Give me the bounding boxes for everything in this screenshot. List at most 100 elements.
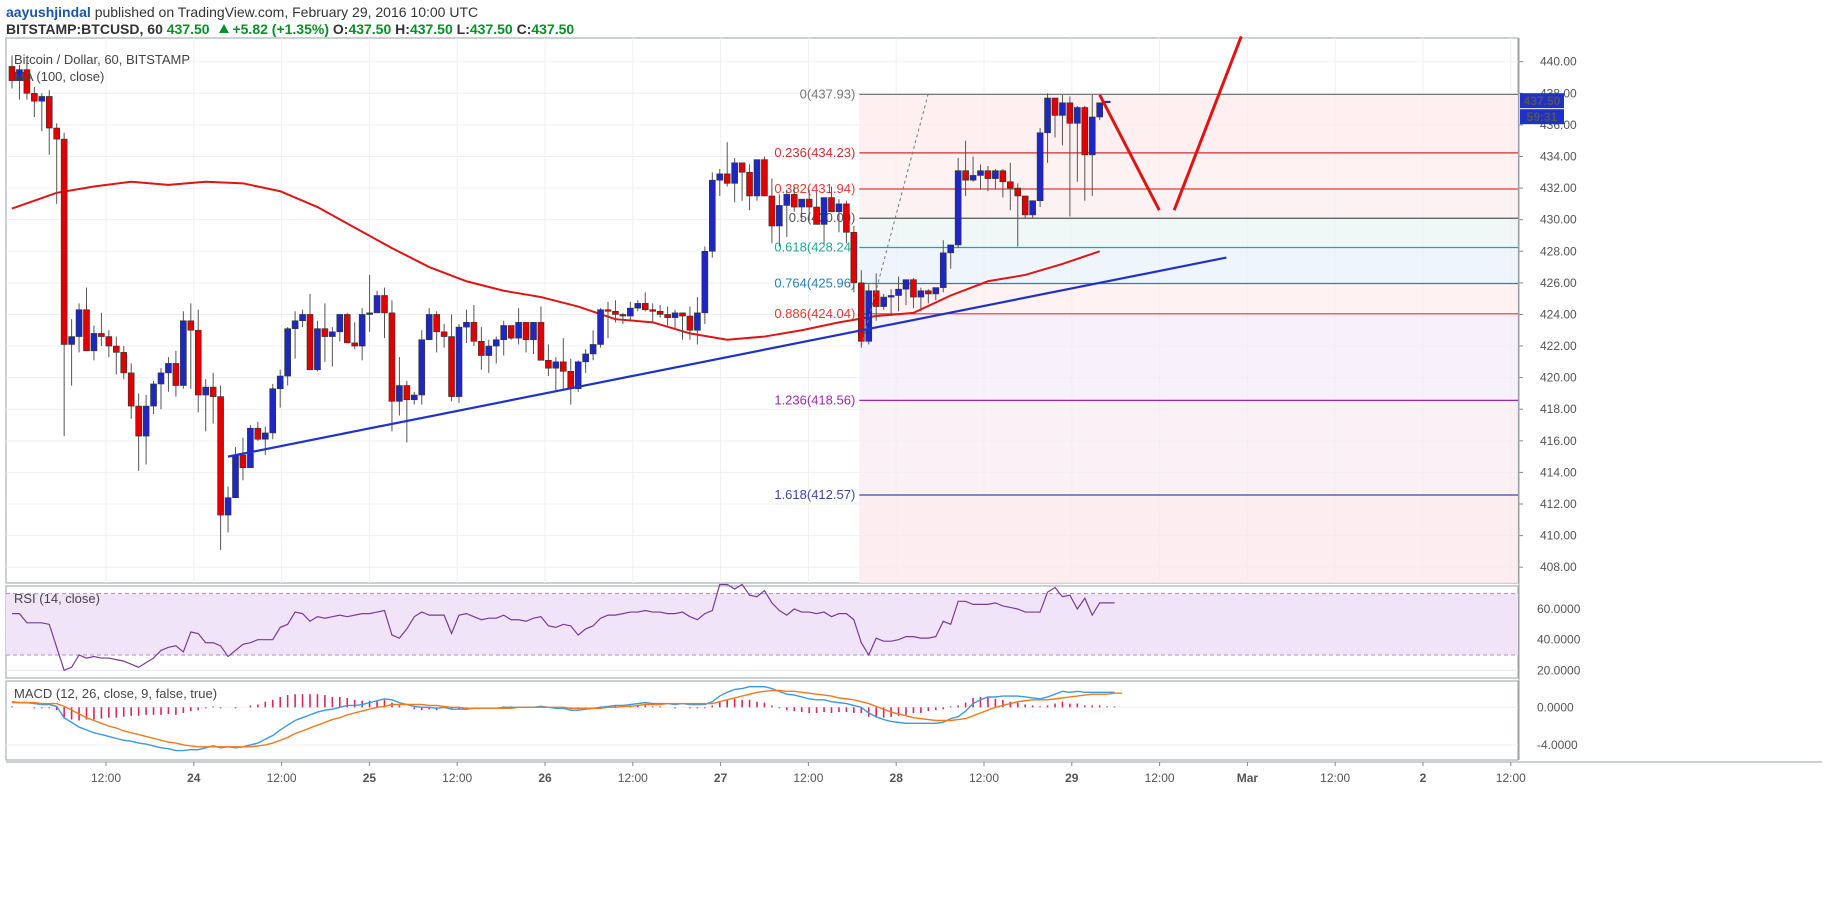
time-axis[interactable]: 12:00 24 12:00 25 12:00 26 12:00 27 12:00 28 12:00… — [6, 761, 1822, 785]
fibonacci-retracement[interactable]: 0(437.93)0.236(434.23)0.382(431.94)0.5(4… — [774, 86, 1518, 583]
candle — [813, 192, 820, 225]
candle — [515, 308, 522, 345]
candle — [135, 393, 142, 471]
candle — [388, 300, 396, 432]
candle-body — [440, 331, 448, 337]
candle — [500, 320, 508, 356]
candle — [254, 421, 262, 441]
candle-body — [574, 361, 582, 389]
candle — [105, 330, 113, 358]
candle-body — [627, 307, 634, 317]
candle-body — [552, 361, 560, 369]
candle-body — [679, 312, 686, 317]
candle-body — [470, 322, 478, 342]
candle — [932, 287, 940, 301]
candle — [358, 308, 366, 361]
candle — [731, 158, 738, 203]
candle — [910, 278, 917, 309]
drawings[interactable] — [227, 35, 1243, 458]
support-trendline[interactable] — [227, 256, 1227, 458]
candle — [157, 368, 165, 410]
candle-body — [194, 329, 202, 396]
candle — [984, 165, 992, 192]
rsi-line — [12, 583, 1115, 672]
x-tick-label: 12:00 — [1145, 771, 1175, 785]
candle-body — [448, 336, 455, 397]
candle — [381, 287, 388, 339]
open-value: 437.50 — [348, 21, 392, 37]
candle — [835, 199, 843, 233]
projection-up-line[interactable] — [1172, 35, 1243, 211]
x-tick-label: 12:00 — [793, 771, 823, 785]
macd-pane[interactable]: 0.0000 -4.0000 MACD (12, 26, close, 9, fal… — [5, 680, 1578, 761]
candle-body — [813, 206, 820, 225]
candle — [746, 164, 753, 211]
candle — [396, 357, 403, 416]
macd-tick-label: -4.0000 — [1537, 738, 1578, 752]
candle-body — [1096, 102, 1103, 118]
candle-body — [1021, 195, 1029, 216]
candle-body — [835, 203, 843, 213]
candle — [641, 292, 649, 312]
projection-down-line[interactable] — [1098, 94, 1161, 211]
candle — [403, 380, 411, 443]
candle-body — [1014, 187, 1022, 197]
candle-body — [38, 96, 46, 102]
fib-zone — [859, 283, 1518, 314]
candle — [478, 327, 485, 370]
x-tick-label: 12:00 — [969, 771, 999, 785]
chart-title: Bitcoin / Dollar, 60, BITSTAMP — [14, 52, 190, 67]
candle-body — [1088, 116, 1096, 156]
candle — [947, 244, 955, 269]
macd-title: MACD (12, 26, close, 9, false, true) — [14, 686, 217, 701]
candle-body — [641, 303, 649, 311]
candle-body — [254, 427, 262, 440]
fib-level-label: 0.764(425.96) — [774, 275, 855, 290]
candle-body — [694, 312, 701, 331]
candle-body — [798, 198, 806, 208]
candle-body — [209, 386, 217, 397]
y-tick-label: 424.00 — [1540, 307, 1577, 321]
candle — [1074, 105, 1081, 182]
candle — [582, 349, 589, 373]
candle-body — [723, 173, 731, 184]
candle — [1066, 96, 1074, 217]
y-tick-label: 422.00 — [1540, 339, 1577, 353]
candle-body — [738, 162, 746, 173]
candle-body — [969, 175, 977, 181]
rsi-title: RSI (14, close) — [14, 591, 100, 606]
candle-body — [217, 396, 224, 516]
y-tick-label: 430.00 — [1540, 213, 1577, 227]
candle — [954, 158, 962, 249]
author-link[interactable]: aayushjindal — [6, 4, 91, 20]
y-tick-label: 414.00 — [1540, 465, 1577, 479]
x-tick-label: 12:00 — [267, 771, 297, 785]
price-axis[interactable]: 408.00 410.00 412.00 414.00 416.00 418.00 420.… — [1518, 38, 1577, 760]
candle-body — [664, 314, 671, 318]
candle-body — [403, 385, 411, 401]
candle — [187, 303, 195, 389]
candle — [865, 284, 873, 345]
fib-trend-leg[interactable] — [860, 93, 929, 347]
price-pane[interactable]: 0(437.93)0.236(434.23)0.382(431.94)0.5(4… — [5, 35, 1577, 760]
rsi-pane[interactable]: 20.0000 40.0000 60.0000 RSI (14, close) — [5, 583, 1581, 679]
candle-body — [872, 290, 880, 307]
candle — [16, 64, 23, 100]
candles — [8, 55, 1111, 550]
candle — [738, 162, 746, 201]
x-tick-label: 27 — [714, 771, 728, 785]
candle — [604, 301, 612, 339]
candle — [172, 350, 180, 397]
candle — [798, 198, 806, 222]
fib-level-label: 0(437.93) — [800, 86, 856, 101]
candle — [165, 357, 172, 392]
candle — [507, 325, 515, 340]
price-change: +5.82 (+1.35%) — [232, 21, 329, 37]
candle-body — [649, 309, 657, 312]
candle — [455, 323, 463, 403]
candle — [962, 140, 969, 196]
candle-body — [1029, 200, 1036, 216]
candle — [925, 289, 932, 304]
candle-body — [8, 66, 16, 81]
